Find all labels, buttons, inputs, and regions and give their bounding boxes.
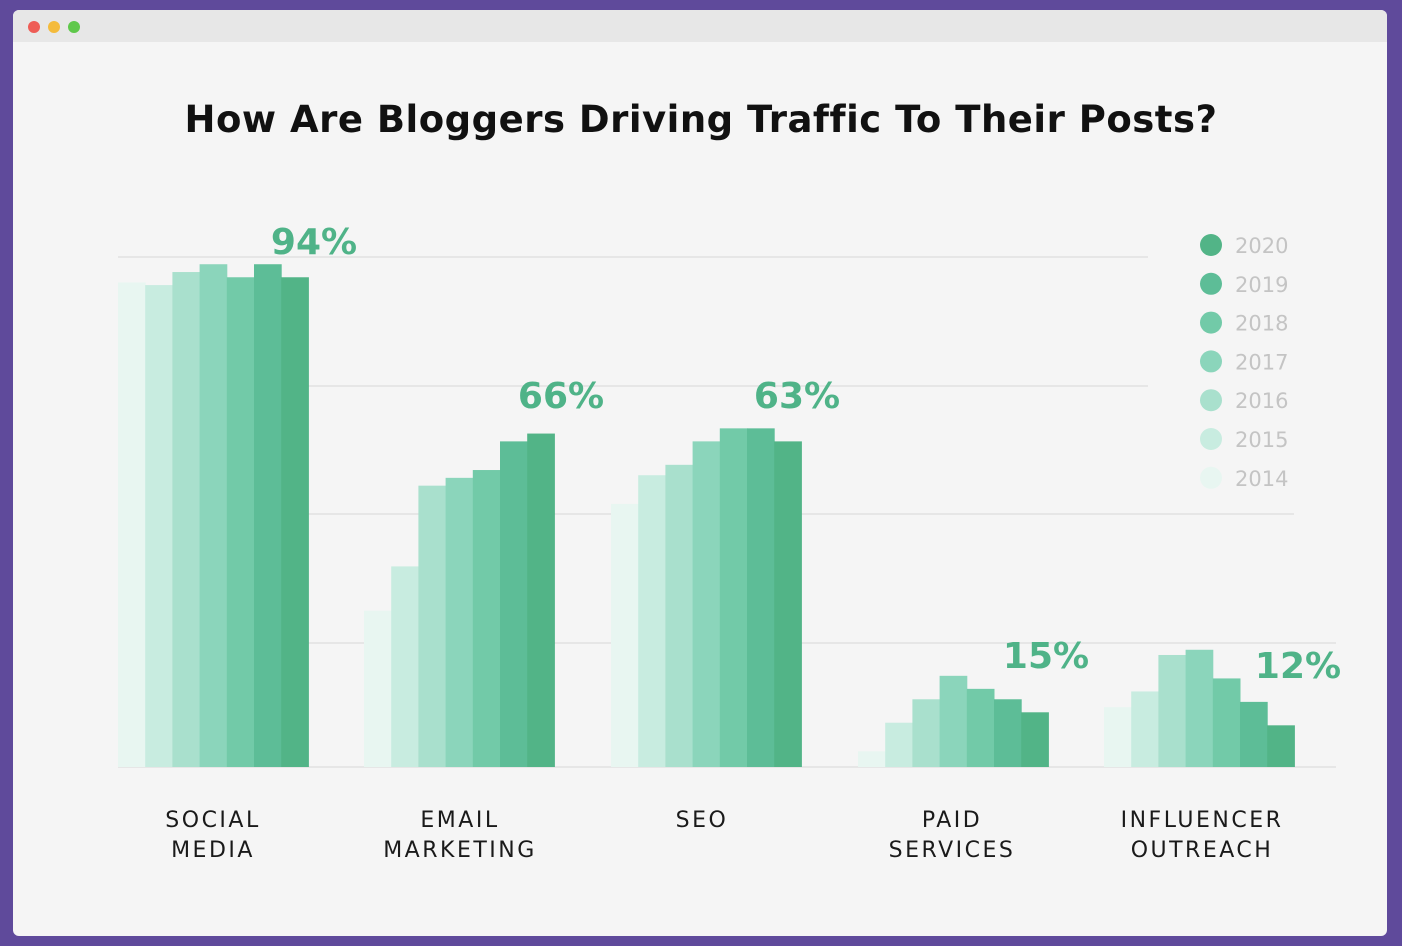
- legend-dot-2018: [1200, 311, 1222, 334]
- data-label: 12%: [1255, 646, 1341, 687]
- category-label: EMAIL: [420, 808, 499, 833]
- legend-dot-2017: [1200, 350, 1222, 373]
- category-label: INFLUENCER: [1121, 808, 1284, 833]
- legend-label-2017: 2017: [1235, 350, 1288, 374]
- data-label: 63%: [754, 376, 840, 417]
- bar-2014: [118, 282, 146, 767]
- bar-2018: [472, 470, 501, 767]
- category-label: MARKETING: [383, 838, 537, 863]
- bar-2020: [774, 441, 802, 767]
- category-label: OUTREACH: [1131, 838, 1274, 863]
- chart-title: How Are Bloggers Driving Traffic To Thei…: [184, 98, 1218, 141]
- category-label: MEDIA: [171, 838, 255, 863]
- bar-2020: [1021, 712, 1049, 767]
- bar-2018: [1212, 678, 1241, 767]
- bar-2016: [912, 699, 941, 767]
- bar-2020: [527, 433, 555, 767]
- close-window-button[interactable]: [28, 21, 40, 33]
- legend-label-2020: 2020: [1235, 234, 1288, 258]
- bar-2015: [391, 566, 419, 767]
- bar-2017: [692, 441, 721, 767]
- legend-dot-2015: [1200, 428, 1222, 450]
- bar-2016: [665, 464, 694, 767]
- legend-label-2018: 2018: [1235, 312, 1288, 336]
- bar-2014: [611, 503, 639, 767]
- bar-2016: [1158, 654, 1187, 767]
- legend-dot-2019: [1200, 272, 1222, 295]
- window-titlebar: [13, 10, 1387, 42]
- bar-2015: [885, 722, 913, 767]
- bar-2014: [1104, 707, 1132, 767]
- legend-label-2019: 2019: [1235, 273, 1288, 297]
- bar-2017: [939, 675, 968, 767]
- legend-dot-2020: [1200, 234, 1222, 256]
- bar-2019: [747, 428, 775, 767]
- bar-2019: [1240, 701, 1268, 767]
- bar-2014: [364, 610, 392, 767]
- bar-2019: [994, 699, 1022, 767]
- bar-2019: [254, 264, 282, 767]
- bar-2015: [638, 475, 666, 767]
- minimize-window-button[interactable]: [48, 21, 60, 33]
- category-label: SEO: [676, 808, 729, 833]
- bar-2015: [1131, 691, 1159, 767]
- data-label: 94%: [271, 222, 357, 263]
- bar-2017: [1185, 649, 1214, 767]
- category-label: SOCIAL: [165, 808, 260, 833]
- legend-dot-2014: [1200, 466, 1222, 489]
- bar-2017: [445, 477, 474, 767]
- data-label: 15%: [1003, 636, 1089, 677]
- bar-2014: [858, 751, 886, 767]
- bar-2019: [500, 441, 528, 767]
- bar-2020: [1267, 725, 1295, 767]
- maximize-window-button[interactable]: [68, 21, 80, 33]
- legend-label-2016: 2016: [1235, 389, 1288, 413]
- bar-2020: [281, 277, 309, 767]
- bar-2018: [966, 688, 995, 767]
- bar-2018: [719, 428, 748, 767]
- bar-2016: [172, 272, 201, 767]
- bar-2018: [226, 277, 255, 767]
- category-label: SERVICES: [889, 838, 1016, 863]
- data-label: 66%: [518, 376, 604, 417]
- legend-dot-2016: [1200, 389, 1222, 412]
- bar-2015: [145, 285, 173, 767]
- bar-2017: [199, 264, 228, 767]
- legend-label-2015: 2015: [1235, 428, 1288, 452]
- category-label: PAID: [922, 808, 982, 833]
- bar-2016: [418, 485, 447, 767]
- legend-label-2014: 2014: [1235, 467, 1288, 491]
